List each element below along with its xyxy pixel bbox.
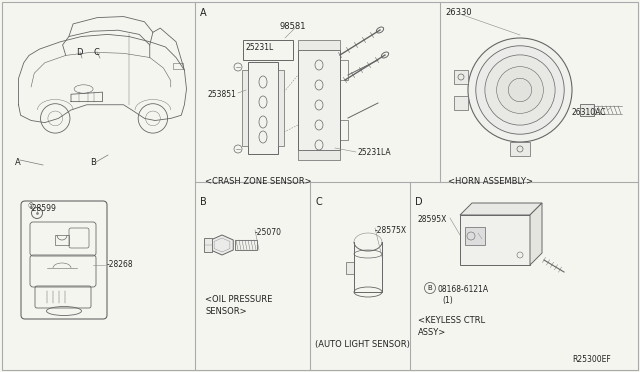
- Bar: [465, 227, 485, 245]
- Bar: [243, 40, 293, 60]
- Text: -28599: -28599: [30, 204, 57, 213]
- Text: 98581: 98581: [280, 22, 307, 31]
- Ellipse shape: [508, 78, 532, 102]
- Text: SENSOR>: SENSOR>: [205, 307, 246, 316]
- Text: D: D: [76, 48, 83, 57]
- Bar: [454, 96, 468, 110]
- Bar: [340, 60, 348, 80]
- Bar: [173, 63, 183, 69]
- Polygon shape: [460, 203, 542, 215]
- Ellipse shape: [468, 38, 572, 142]
- Bar: [460, 215, 530, 265]
- Ellipse shape: [476, 46, 564, 134]
- Bar: [454, 70, 468, 84]
- Bar: [346, 262, 354, 274]
- Text: 253851: 253851: [208, 90, 237, 99]
- Text: -28268: -28268: [107, 260, 134, 269]
- Text: 26330: 26330: [445, 8, 472, 17]
- Text: (AUTO LIGHT SENSOR): (AUTO LIGHT SENSOR): [315, 340, 410, 349]
- Polygon shape: [211, 235, 233, 255]
- Ellipse shape: [485, 55, 555, 125]
- Bar: [278, 70, 284, 146]
- Text: 08168-6121A: 08168-6121A: [437, 285, 488, 294]
- Text: A: A: [15, 158, 20, 167]
- Text: -25070: -25070: [255, 228, 282, 237]
- Text: ASSY>: ASSY>: [418, 328, 446, 337]
- Text: B: B: [200, 197, 207, 207]
- Text: 26310AC: 26310AC: [572, 108, 606, 117]
- Bar: [204, 238, 212, 252]
- Bar: [298, 50, 340, 150]
- Text: B: B: [90, 158, 96, 167]
- Bar: [510, 142, 530, 156]
- Text: -28575X: -28575X: [375, 226, 407, 235]
- Text: B: B: [428, 285, 433, 291]
- Text: C: C: [93, 48, 99, 57]
- Text: D: D: [415, 197, 422, 207]
- Text: A: A: [200, 8, 207, 18]
- Bar: [248, 62, 278, 154]
- Bar: [298, 150, 340, 160]
- Bar: [340, 120, 348, 140]
- Text: <HORN ASSEMBLY>: <HORN ASSEMBLY>: [447, 177, 532, 186]
- Text: (1): (1): [442, 296, 452, 305]
- Text: C: C: [315, 197, 322, 207]
- Bar: [242, 70, 248, 146]
- Text: 28595X: 28595X: [418, 215, 447, 224]
- Text: 25231LA: 25231LA: [358, 148, 392, 157]
- Text: ①: ①: [28, 203, 35, 209]
- Text: <OIL PRESSURE: <OIL PRESSURE: [205, 295, 273, 304]
- Text: R25300EF: R25300EF: [572, 355, 611, 364]
- Text: <KEYLESS CTRL: <KEYLESS CTRL: [418, 316, 485, 325]
- Polygon shape: [530, 203, 542, 265]
- Ellipse shape: [497, 67, 543, 113]
- Bar: [235, 240, 257, 250]
- Bar: [580, 104, 594, 116]
- Bar: [298, 40, 340, 50]
- Text: <CRASH ZONE SENSOR>: <CRASH ZONE SENSOR>: [205, 177, 312, 186]
- Text: 25231L: 25231L: [246, 43, 275, 52]
- Bar: [55, 235, 69, 245]
